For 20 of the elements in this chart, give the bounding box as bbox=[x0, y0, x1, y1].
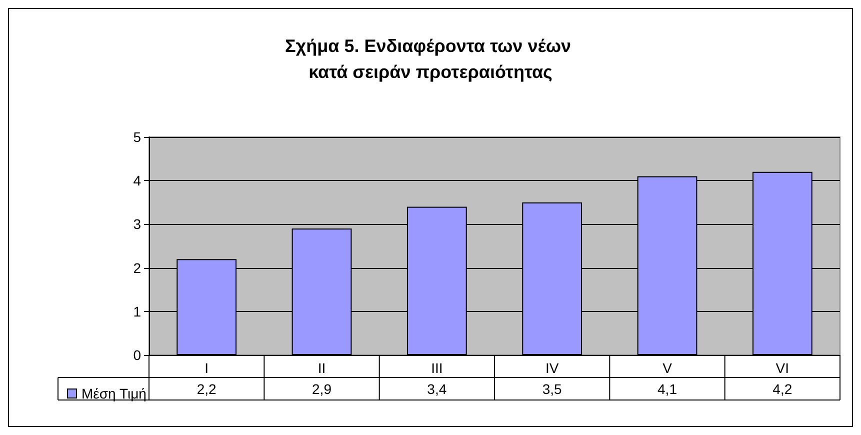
x-tick-label: III bbox=[431, 360, 443, 376]
chart-title: Σχήμα 5. Ενδιαφέροντα των νέων κατά σειράν προτεραιότητας bbox=[284, 36, 576, 82]
x-tick-label: V bbox=[662, 360, 673, 376]
y-tick-label: 5 bbox=[133, 129, 142, 145]
x-tick-label: I bbox=[204, 360, 209, 376]
legend-label: Μέση Τιμή bbox=[82, 386, 146, 402]
y-tick-label: 1 bbox=[133, 303, 142, 320]
data-label: 2,9 bbox=[312, 380, 332, 397]
x-tick-label: II bbox=[318, 360, 326, 376]
y-tick-label: 0 bbox=[133, 347, 142, 363]
data-label: 4,1 bbox=[658, 380, 678, 397]
data-label: 3,4 bbox=[427, 380, 447, 397]
x-tick-label: IV bbox=[545, 360, 560, 376]
x-tick-label: VI bbox=[776, 360, 790, 376]
data-label: 3,5 bbox=[542, 380, 562, 397]
data-label: 4,2 bbox=[772, 380, 792, 397]
y-tick-label: 2 bbox=[133, 260, 142, 276]
data-label: 2,2 bbox=[196, 380, 217, 397]
y-tick-label: 4 bbox=[133, 172, 142, 189]
y-tick-label: 3 bbox=[133, 216, 142, 232]
